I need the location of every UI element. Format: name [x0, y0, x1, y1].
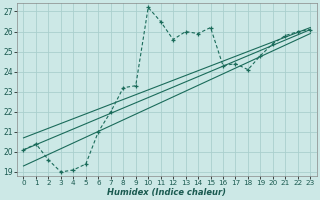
X-axis label: Humidex (Indice chaleur): Humidex (Indice chaleur) — [108, 188, 226, 197]
